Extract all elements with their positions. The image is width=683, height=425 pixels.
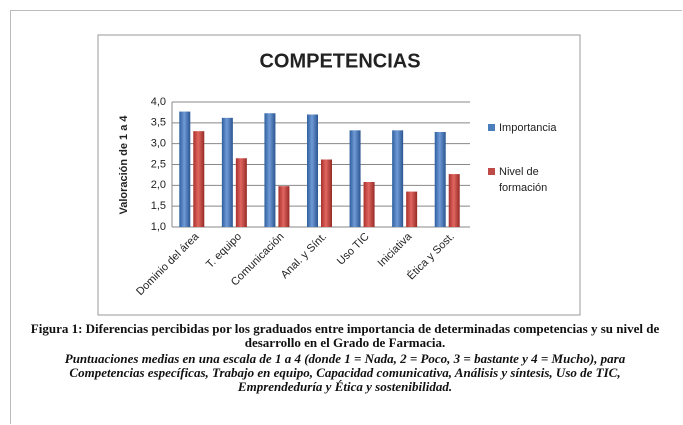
bar xyxy=(307,114,318,227)
legend-swatch xyxy=(488,124,495,131)
bar xyxy=(221,117,233,227)
bar xyxy=(406,191,418,227)
y-tick-label: 1,5 xyxy=(151,200,166,212)
y-tick-label: 2,5 xyxy=(151,158,166,170)
bar xyxy=(193,131,205,227)
bar xyxy=(278,186,290,227)
legend-label: Importancia xyxy=(499,122,557,134)
y-tick-label: 3,5 xyxy=(151,117,166,129)
frame xyxy=(10,10,682,424)
chart-title: COMPETENCIAS xyxy=(259,50,420,72)
bar xyxy=(434,132,446,227)
figure-caption: Figura 1: Diferencias percibidas por los… xyxy=(30,321,660,350)
legend-entry: Importancia xyxy=(488,120,568,136)
y-tick-label: 4,0 xyxy=(151,96,166,108)
legend-swatch xyxy=(488,168,495,175)
y-axis-label: Valoración de 1 a 4 xyxy=(118,115,130,215)
legend-label: Nivel de formación xyxy=(499,166,548,194)
bar xyxy=(179,111,191,227)
bar xyxy=(363,182,375,227)
bar xyxy=(321,159,332,227)
bar xyxy=(448,174,460,227)
bar xyxy=(264,113,276,227)
chart-area xyxy=(97,34,581,316)
bar xyxy=(349,130,361,227)
bar xyxy=(235,158,247,227)
y-tick-label: 1,0 xyxy=(151,221,166,233)
bar xyxy=(392,130,404,227)
legend-entry: Nivel de formación xyxy=(488,164,568,196)
y-tick-label: 3,0 xyxy=(151,138,166,150)
y-tick-label: 2,0 xyxy=(151,179,166,191)
figure-note: Puntuaciones medias en una escala de 1 a… xyxy=(64,351,626,394)
